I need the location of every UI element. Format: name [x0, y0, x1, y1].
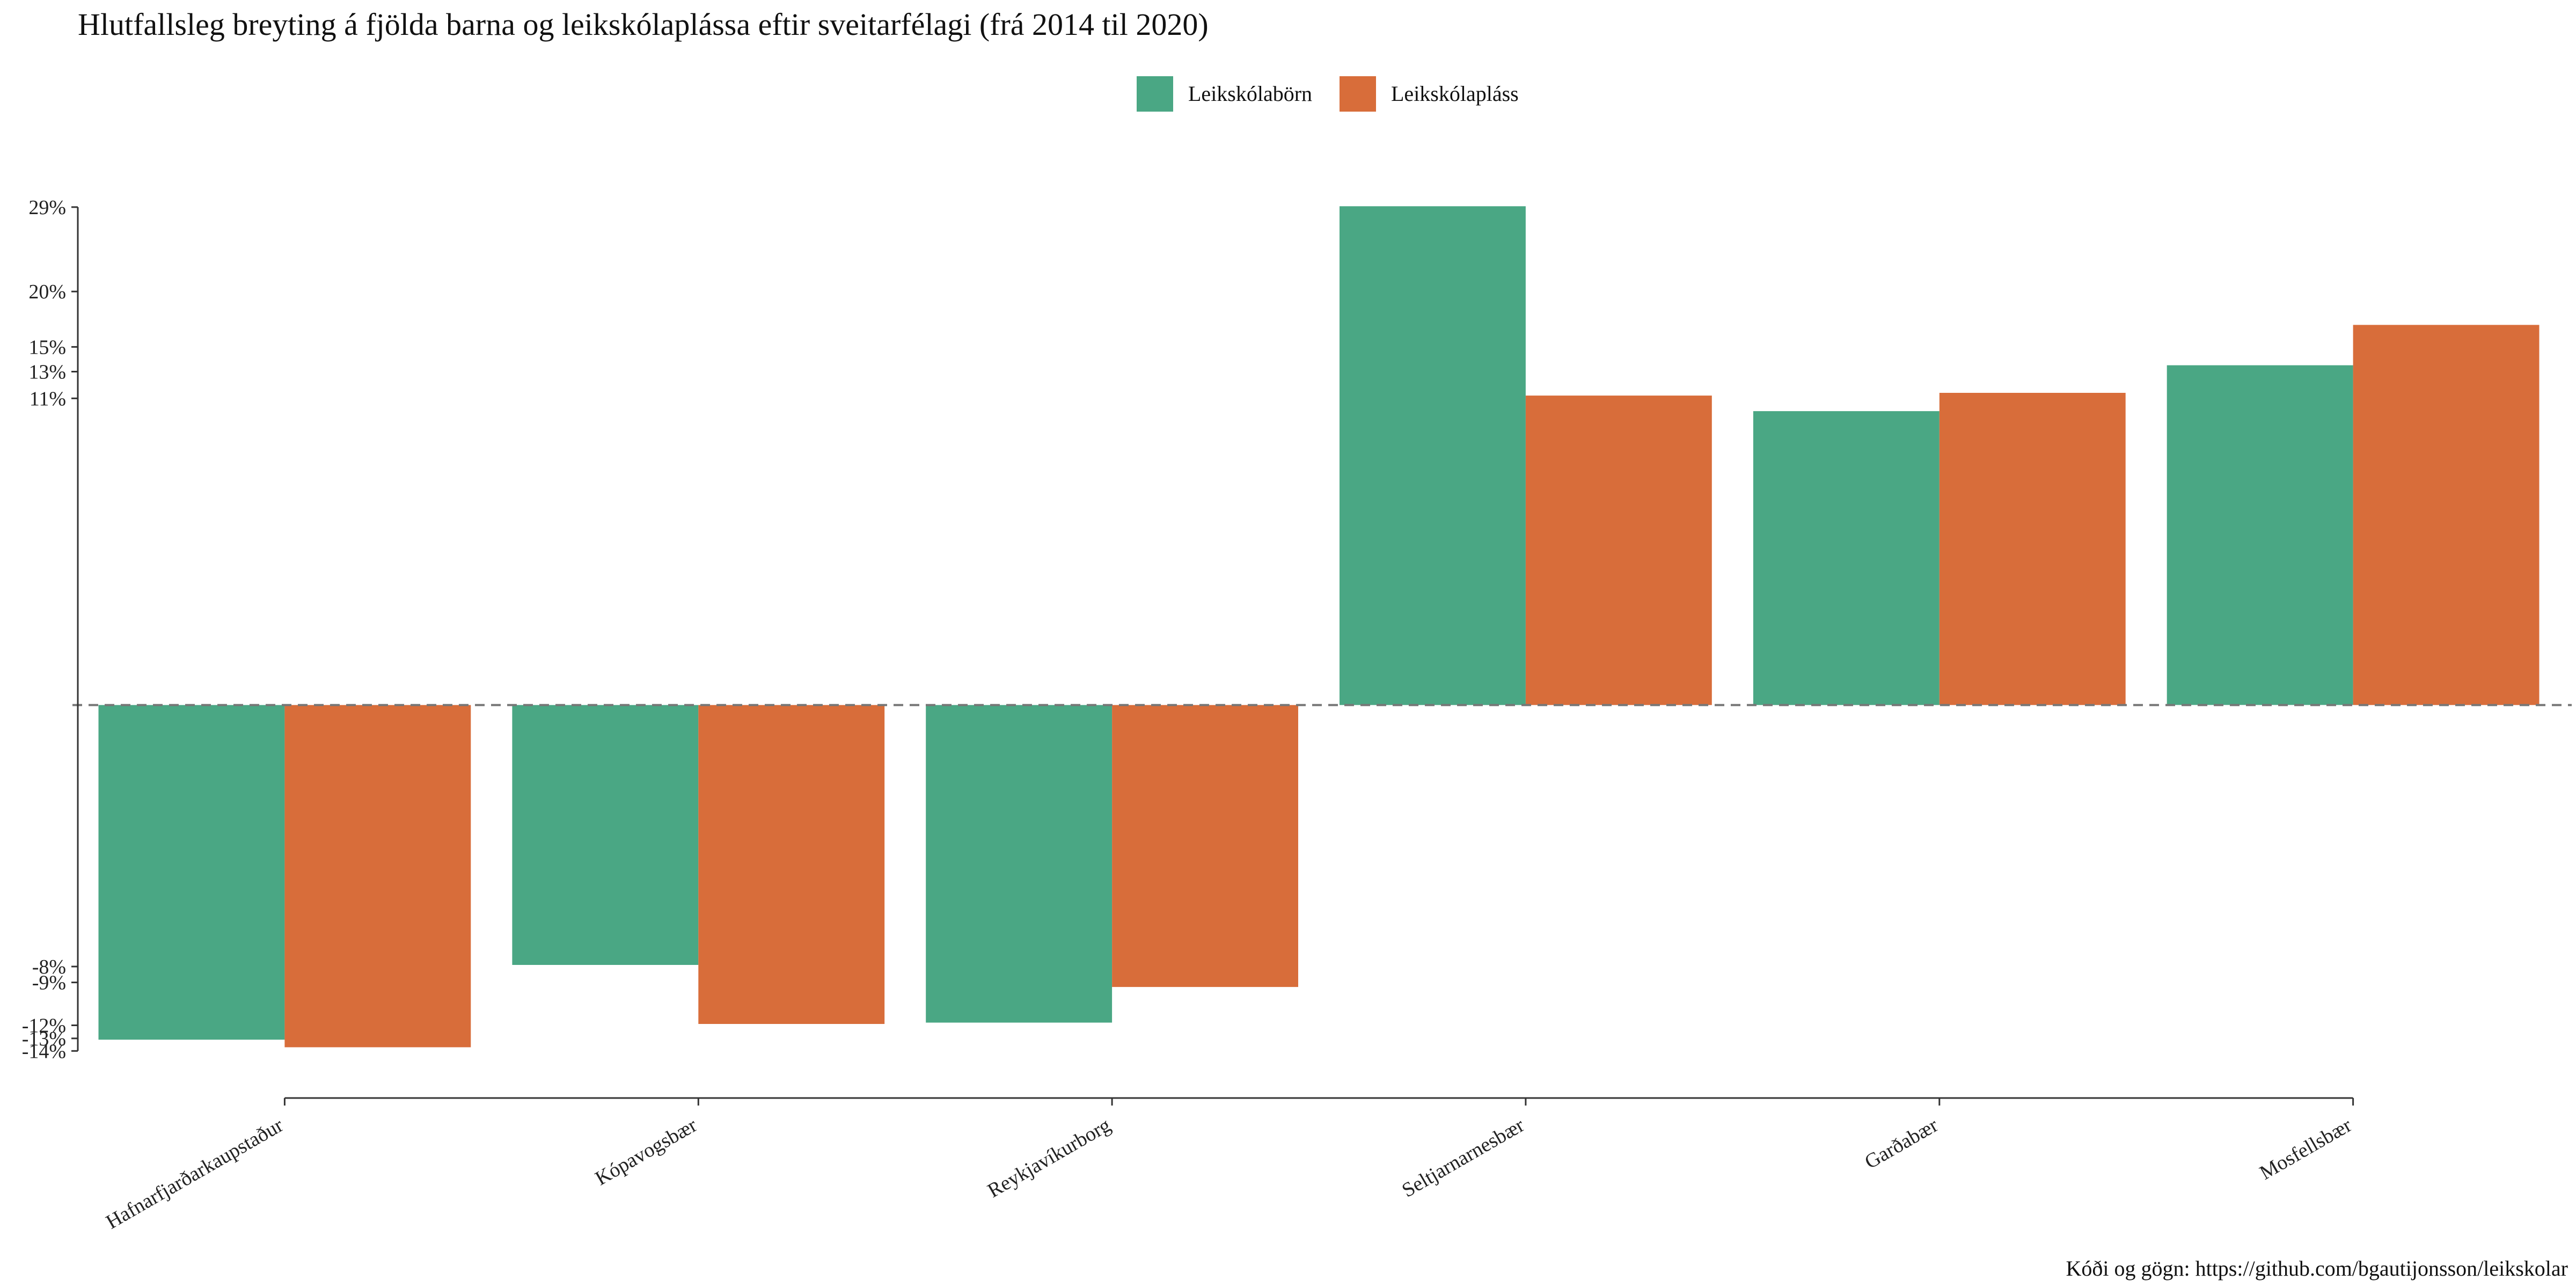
- y-tick-label: 11%: [30, 387, 66, 410]
- y-tick-label: -14%: [22, 1040, 66, 1063]
- x-tick-label-gardabaer: Garðabær: [1861, 1114, 1942, 1173]
- legend-swatch-leikskolaplass: [1340, 76, 1376, 112]
- legend: Leikskólabörn Leikskólapláss: [1137, 76, 1519, 112]
- bar-leikskolaborn-kopavogsbaer: [512, 705, 699, 965]
- bar-leikskolaplass-seltjarnarnesbaer: [1525, 396, 1712, 705]
- x-tick-label-reykjavikurborg: Reykjavíkurborg: [984, 1114, 1114, 1202]
- y-tick-label: -13%: [22, 1028, 66, 1050]
- x-tick-label-hafnarfjardarkaupstadur: Hafnarfjarðarkaupstaður: [102, 1114, 287, 1233]
- y-tick-label: 13%: [28, 361, 66, 384]
- y-axis: -14%-13%-12% -9%-8% 11% 13% 15% 20% 29%: [22, 196, 79, 1063]
- legend-swatch-leikskolaborn: [1137, 76, 1173, 112]
- bar-leikskolaborn-gardabaer: [1753, 411, 1940, 705]
- y-tick-label: 29%: [28, 196, 66, 219]
- bar-leikskolaborn-reykjavikurborg: [926, 705, 1113, 1023]
- y-tick-label: 20%: [28, 281, 66, 303]
- x-tick-label-seltjarnarnesbaer: Seltjarnarnesbær: [1398, 1114, 1528, 1202]
- bar-leikskolaplass-mosfellsbaer: [2353, 325, 2540, 705]
- y-tick-label: -12%: [22, 1015, 66, 1037]
- y-tick-label: 15%: [28, 336, 66, 358]
- chart-title: Hlutfallsleg breyting á fjölda barna og …: [78, 7, 1209, 42]
- bar-leikskolaborn-hafnarfjardarkaupstadur: [98, 705, 285, 1040]
- x-axis: Hafnarfjarðarkaupstaður Kópavogsbær Reykja…: [102, 1097, 2356, 1234]
- bar-leikskolaplass-reykjavikurborg: [1112, 705, 1298, 987]
- bars: [98, 206, 2540, 1048]
- x-tick-label-mosfellsbaer: Mosfellsbær: [2256, 1114, 2356, 1184]
- y-tick-label: -8%: [32, 956, 66, 978]
- legend-label-leikskolaborn: Leikskólabörn: [1188, 82, 1312, 106]
- bar-leikskolaplass-gardabaer: [1939, 393, 2126, 705]
- bar-leikskolaborn-seltjarnarnesbaer: [1340, 206, 1526, 705]
- bar-leikskolaplass-kopavogsbaer: [698, 705, 885, 1024]
- legend-label-leikskolaplass: Leikskólapláss: [1391, 82, 1519, 106]
- bar-leikskolaborn-mosfellsbaer: [2167, 365, 2353, 705]
- x-tick-label-kopavogsbaer: Kópavogsbær: [591, 1114, 701, 1190]
- bar-leikskolaplass-hafnarfjardarkaupstadur: [284, 705, 471, 1048]
- chart-caption: Kóði og gögn: https://github.com/bgautij…: [2066, 1256, 2568, 1280]
- y-tick-label: -9%: [32, 972, 66, 994]
